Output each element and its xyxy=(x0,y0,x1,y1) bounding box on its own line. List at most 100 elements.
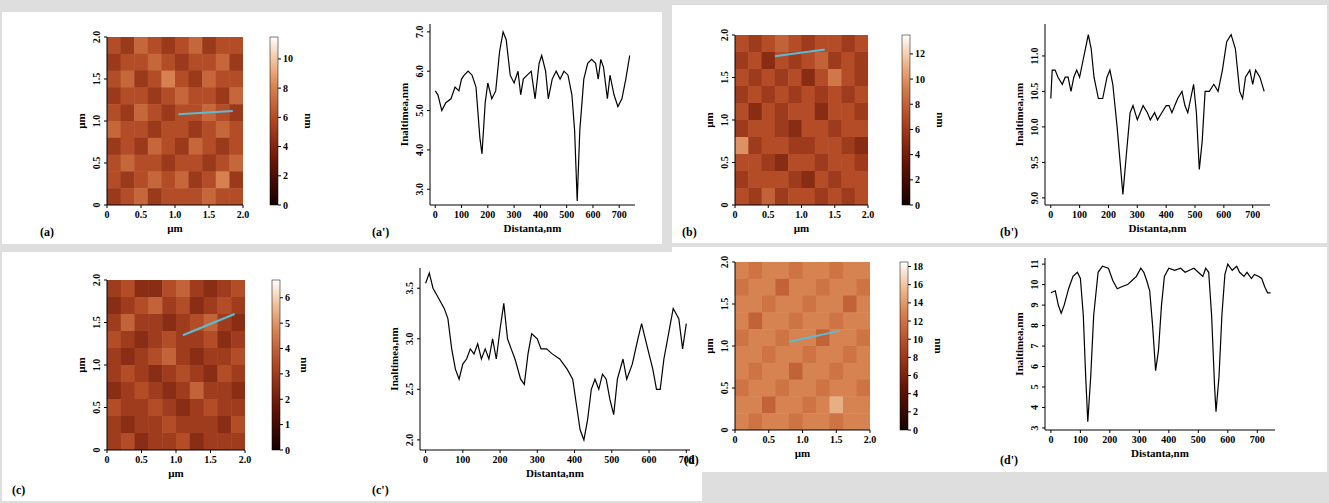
heat-cell xyxy=(161,37,175,54)
heat-cell xyxy=(828,103,842,121)
heat-cell xyxy=(735,35,749,53)
x-tick xyxy=(836,430,837,433)
heat-cell xyxy=(190,297,204,315)
heat-cell xyxy=(162,297,176,315)
x-tick xyxy=(868,205,869,208)
heat-cell xyxy=(735,103,749,121)
heat-cell xyxy=(121,331,135,349)
x-tick-label: 700 xyxy=(1250,434,1265,445)
y-tick xyxy=(427,189,430,190)
heat-cell xyxy=(830,363,844,380)
y-tick xyxy=(732,162,735,163)
colorbar-tick xyxy=(278,175,281,176)
x-tick-label: 300 xyxy=(530,454,545,465)
y-tick-label: 1.0 xyxy=(91,359,102,372)
y-tick-label: 4 xyxy=(1029,405,1040,410)
heat-cell xyxy=(762,35,776,53)
y-tick-label: 0 xyxy=(91,448,102,453)
heat-cell xyxy=(843,346,857,363)
x-tick-label: 0 xyxy=(1048,434,1053,445)
heat-cell xyxy=(816,296,830,313)
x-tick xyxy=(176,450,177,453)
heat-cell xyxy=(816,380,830,397)
y-tick xyxy=(417,338,420,339)
heat-cell xyxy=(216,87,230,104)
heat-cell xyxy=(134,138,148,155)
colorbar-tick-label: 0 xyxy=(283,200,288,211)
heat-cell xyxy=(162,365,176,383)
heat-cell xyxy=(148,348,162,366)
heat-cell xyxy=(762,103,776,121)
heat-cell xyxy=(231,416,245,434)
heat-cell xyxy=(775,86,789,104)
heat-cell xyxy=(749,279,763,296)
heat-cell xyxy=(229,37,243,54)
y-tick-label: 3.0 xyxy=(404,333,415,346)
heat-cell xyxy=(788,69,802,87)
heat-cell xyxy=(190,399,204,417)
x-tick xyxy=(1257,430,1258,433)
heat-cell xyxy=(830,380,844,397)
heat-cell xyxy=(121,416,135,434)
heat-cell xyxy=(815,69,829,87)
heat-cell xyxy=(107,37,121,54)
heat-cell xyxy=(135,331,149,349)
y-axis-title: µm xyxy=(75,357,87,373)
heat-cell xyxy=(855,103,868,121)
y-tick-label: 7.0 xyxy=(414,26,425,39)
heat-cell xyxy=(175,121,189,138)
heat-cell xyxy=(176,297,190,315)
heat-cell xyxy=(190,416,204,434)
heat-cell xyxy=(107,104,121,121)
colorbar-tick-label: 8 xyxy=(913,352,918,363)
heat-cell xyxy=(204,280,218,298)
heat-cell xyxy=(828,188,842,205)
heat-cell xyxy=(162,399,176,417)
colorbar-tick-label: 3 xyxy=(285,368,290,379)
y-tick-label: 3.0 xyxy=(414,183,425,196)
heat-cell xyxy=(803,346,817,363)
heat-cell xyxy=(135,382,149,400)
colorbar-tick xyxy=(280,373,283,374)
panel-letter: (b') xyxy=(1000,225,1018,239)
heat-cell xyxy=(843,396,857,413)
heat-cell xyxy=(107,171,121,188)
heatmap-chart: 0246810nm00.51.01.52.000.51.01.52.0µmµm(… xyxy=(40,31,315,239)
heat-cell xyxy=(748,86,762,104)
heat-cell xyxy=(134,54,148,71)
heat-cell xyxy=(148,314,162,332)
heat-cell xyxy=(176,433,190,450)
x-tick-label: 300 xyxy=(1132,434,1147,445)
colorbar-tick xyxy=(908,430,911,431)
heat-cell xyxy=(134,188,148,205)
heat-cell xyxy=(175,138,189,155)
heat-cell xyxy=(857,329,871,346)
heat-cell xyxy=(735,329,749,346)
x-tick-label: 1.0 xyxy=(170,454,183,465)
y-tick xyxy=(104,121,107,122)
heat-cell xyxy=(175,188,189,205)
y-tick xyxy=(1042,264,1045,265)
colorbar xyxy=(900,262,908,430)
colorbar xyxy=(270,37,278,205)
heat-cell xyxy=(802,188,816,205)
heat-cell xyxy=(843,363,857,380)
colorbar-tick xyxy=(280,399,283,400)
heat-cell xyxy=(134,37,148,54)
heat-cell xyxy=(176,314,190,332)
heat-cell xyxy=(121,37,135,54)
y-tick xyxy=(1042,427,1045,428)
x-tick xyxy=(1252,205,1253,208)
heat-cell xyxy=(231,297,245,315)
colorbar-tick-label: 2 xyxy=(915,174,920,185)
heat-cell xyxy=(175,87,189,104)
line-chart: 010020030040050060070034567891011Distant… xyxy=(1000,258,1275,467)
heat-cell xyxy=(161,71,175,88)
heat-cell xyxy=(857,262,871,279)
heat-cell xyxy=(148,54,162,71)
heat-cell xyxy=(161,155,175,172)
heat-cell xyxy=(735,154,749,172)
x-tick xyxy=(611,450,612,453)
heat-cell xyxy=(135,314,149,332)
x-tick xyxy=(141,205,142,208)
